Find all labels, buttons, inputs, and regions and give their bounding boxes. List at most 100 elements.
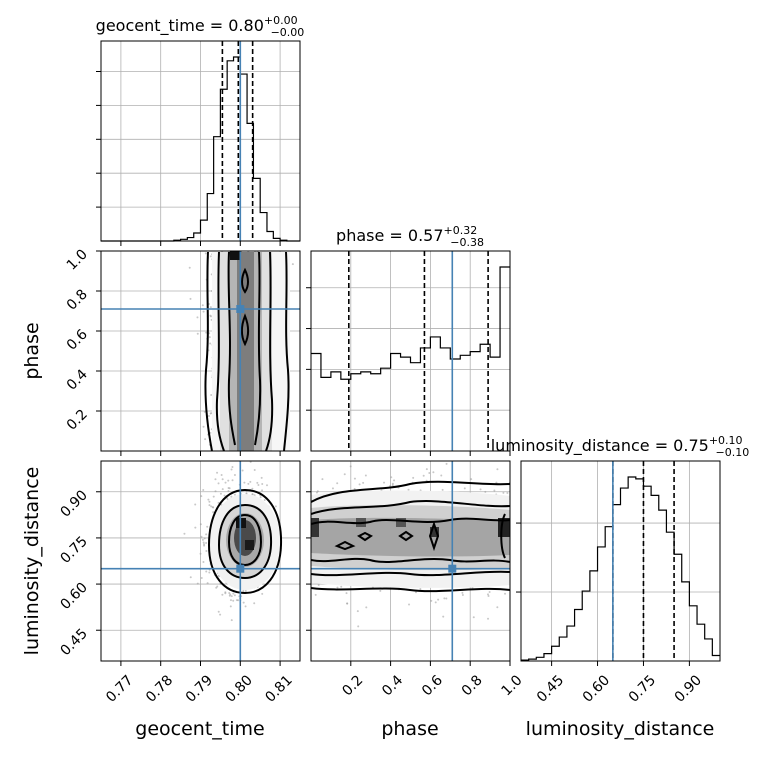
panel-geocent-time-vs-luminosity-distance — [96, 460, 301, 666]
sample-point — [343, 473, 346, 476]
histogram-phase — [311, 251, 510, 451]
sample-point — [425, 468, 428, 471]
sample-point — [221, 593, 224, 596]
sample-point — [356, 610, 359, 613]
sample-point — [203, 544, 206, 547]
sample-point — [221, 478, 224, 481]
y-tick-label: 0.75 — [57, 533, 90, 566]
ticks — [96, 491, 281, 666]
truth-marker — [101, 251, 300, 451]
sample-point — [253, 469, 256, 472]
sample-point — [256, 481, 259, 484]
xlabel-phase: phase — [381, 718, 438, 740]
sample-point — [321, 478, 324, 481]
y-tick-label: 0.45 — [57, 626, 90, 659]
sample-point — [196, 316, 199, 319]
sample-point — [461, 591, 464, 594]
tick-labels: 0.77 0.78 0.79 0.80 0.81 0.2 0.4 0.6 0.8 1.0 0.45 0… — [57, 247, 705, 706]
sample-point — [437, 598, 440, 601]
sample-point — [358, 483, 361, 486]
histogram-luminosity-distance — [521, 461, 720, 661]
sample-point — [353, 477, 356, 480]
sample-point — [504, 592, 507, 595]
sample-point — [205, 570, 208, 573]
contour-line — [207, 488, 283, 595]
sample-point — [206, 582, 209, 585]
x-tick-label: 0.78 — [143, 672, 176, 705]
sample-point — [472, 616, 475, 619]
sample-point — [215, 586, 218, 589]
sample-point — [194, 503, 197, 506]
sample-point — [259, 496, 262, 499]
contour-line — [311, 517, 510, 525]
sample-point — [227, 490, 230, 493]
xlabel-geocent-time: geocent_time — [135, 718, 264, 740]
sample-point — [247, 482, 250, 485]
sample-point — [217, 501, 220, 504]
sample-point — [244, 590, 247, 593]
contour-line — [227, 251, 236, 446]
panel-frame — [310, 250, 511, 452]
x-tick-label: 0.8 — [459, 672, 486, 699]
sample-point — [274, 505, 277, 508]
sample-point — [228, 592, 231, 595]
sample-point — [393, 479, 396, 482]
sample-point — [232, 599, 235, 602]
contour-line — [265, 251, 274, 451]
sample-point — [506, 492, 509, 495]
truth-point — [236, 564, 245, 573]
sample-point — [205, 541, 208, 544]
sample-point — [353, 487, 356, 490]
sample-point — [365, 606, 368, 609]
sample-point — [440, 474, 443, 477]
sample-point — [199, 523, 202, 526]
sample-point — [196, 332, 199, 335]
contour-line — [311, 587, 510, 593]
sample-point — [487, 617, 490, 620]
contours-phase-luminosity-distance — [311, 480, 510, 593]
sample-point — [391, 482, 394, 485]
sample-point — [379, 589, 382, 592]
truth-point — [236, 305, 245, 313]
sample-point — [204, 438, 207, 441]
y-tick-label: 0.60 — [57, 580, 90, 613]
sample-point — [263, 498, 266, 501]
sample-point — [430, 599, 433, 602]
sample-point — [260, 476, 263, 479]
sample-point — [496, 606, 499, 609]
xlabel-luminosity-distance: luminosity_distance — [526, 718, 715, 740]
sample-point — [189, 576, 192, 579]
sample-point — [214, 490, 217, 493]
contours-geocent-time-luminosity-distance — [207, 488, 283, 595]
contour-line — [204, 251, 213, 451]
sample-point — [210, 393, 213, 396]
sample-point — [486, 593, 489, 596]
sample-point — [237, 599, 240, 602]
density-core — [237, 252, 254, 451]
sample-point — [253, 602, 256, 605]
sample-point — [445, 597, 448, 600]
sample-point — [349, 465, 352, 468]
ticks — [96, 71, 281, 246]
sample-point — [203, 537, 206, 540]
ylabel-phase: phase — [21, 322, 43, 379]
title-geocent-time: geocent_time = 0.80+0.00 −0.00 — [96, 14, 305, 39]
sample-point — [249, 480, 252, 483]
x-tick-label: 0.90 — [672, 672, 705, 705]
sample-point — [479, 488, 482, 491]
sample-point — [206, 525, 209, 528]
sample-point — [261, 592, 264, 595]
sample-point — [233, 493, 236, 496]
sample-point — [419, 587, 422, 590]
sample-point — [484, 490, 487, 493]
sample-point — [493, 489, 496, 492]
sample-point — [412, 476, 415, 479]
sample-point — [211, 506, 214, 509]
contour-line — [357, 531, 373, 542]
sample-point — [203, 543, 206, 546]
sample-point — [245, 492, 248, 495]
sample-point — [202, 425, 205, 428]
density-cell — [311, 518, 319, 537]
density-cell — [430, 527, 439, 537]
sample-point — [291, 263, 294, 266]
